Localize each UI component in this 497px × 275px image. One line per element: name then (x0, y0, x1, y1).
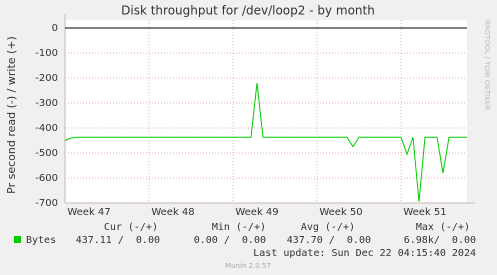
y-tick-label: -100 (35, 48, 58, 59)
y-tick-label: -400 (35, 123, 58, 134)
y-tick-label: -300 (35, 98, 58, 109)
y-tick-label: 0 (52, 23, 58, 34)
x-tick-label: Week 48 (151, 207, 194, 218)
y-tick-label: -200 (35, 73, 58, 84)
legend-value: 0.00 / 0.00 (194, 235, 266, 246)
y-tick-label: -700 (35, 198, 58, 209)
plot-area (65, 20, 467, 203)
footer: Munin 2.0.57 (225, 262, 271, 270)
last-update: Last update: Sun Dec 22 04:15:40 2024 (253, 248, 476, 259)
series-line (64, 82, 467, 202)
side-label: RRDTOOL / TOBI OETIKER (483, 20, 491, 110)
x-tick-label: Week 49 (235, 207, 278, 218)
x-tick-label: Week 47 (67, 207, 110, 218)
legend-header: Min (-/+) (212, 222, 266, 233)
chart-title: Disk throughput for /dev/loop2 - by mont… (121, 4, 375, 18)
y-tick-label: -600 (35, 173, 58, 184)
legend-swatch (14, 236, 21, 243)
legend-header: Max (-/+) (416, 222, 470, 233)
y-tick-label: -500 (35, 148, 58, 159)
x-tick-label: Week 51 (403, 207, 446, 218)
legend-header: Avg (-/+) (301, 222, 355, 233)
legend-value: 437.70 / 0.00 (287, 235, 371, 246)
legend-value: 437.11 / 0.00 (76, 235, 160, 246)
y-axis-label: Pr second read (-) / write (+) (5, 36, 18, 194)
x-tick-label: Week 50 (319, 207, 362, 218)
legend-header: Cur (-/+) (104, 222, 158, 233)
legend-label: Bytes (26, 235, 56, 246)
legend-value: 6.98k/ 0.00 (404, 235, 476, 246)
